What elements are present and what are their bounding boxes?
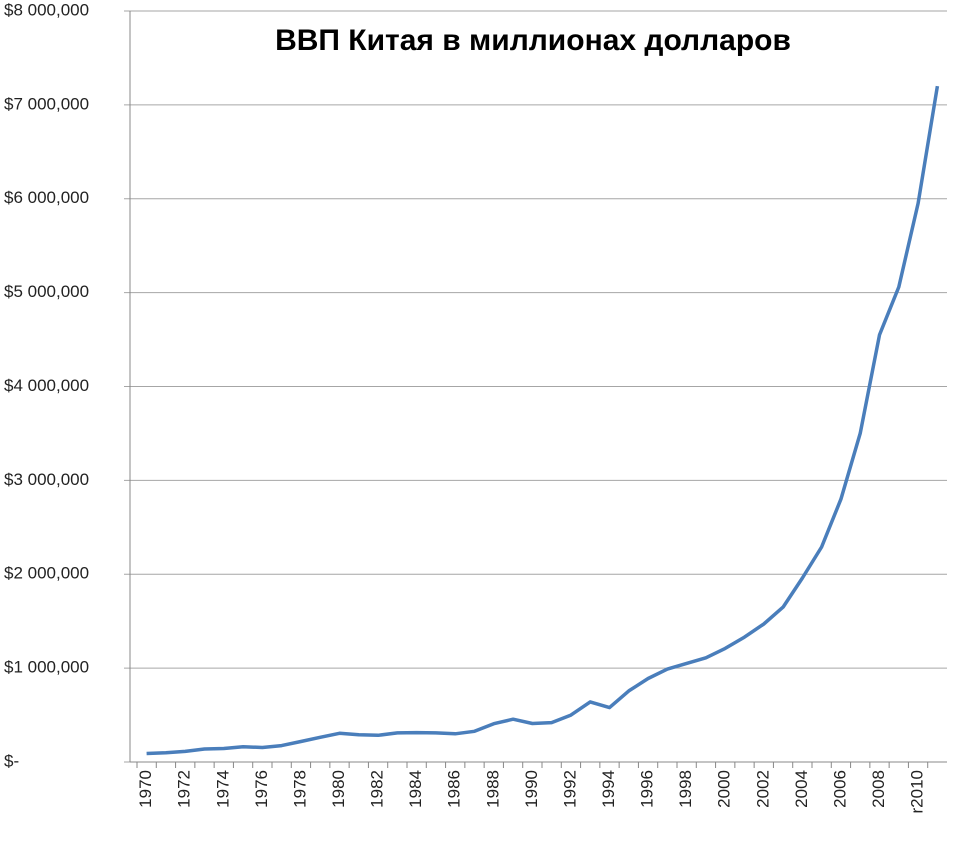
x-tick-label: 2002: [753, 770, 772, 808]
y-tick-label: $8 000,000: [4, 0, 89, 19]
x-tick-label: 1984: [406, 770, 425, 808]
y-tick-label: $4 000,000: [4, 376, 89, 395]
x-tick-label: 1982: [368, 770, 387, 808]
y-tick-label: $3 000,000: [4, 470, 89, 489]
x-tick-label: 1986: [445, 770, 464, 808]
x-tick-label: 2000: [715, 770, 734, 808]
x-tick-label: 1980: [329, 770, 348, 808]
y-tick-label: $-: [4, 751, 19, 770]
x-tick-label: 2006: [830, 770, 849, 808]
x-tick-label: 1996: [638, 770, 657, 808]
x-tick-label: 1990: [522, 770, 541, 808]
x-tick-label: 1994: [599, 770, 618, 808]
chart-title: ВВП Китая в миллионах долларов: [275, 24, 791, 57]
x-tick-label: 2004: [792, 770, 811, 808]
x-tick-label: 1978: [290, 770, 309, 808]
y-tick-label: $2 000,000: [4, 564, 89, 583]
x-tick-label: 1974: [213, 770, 232, 808]
y-tick-label: $5 000,000: [4, 282, 89, 301]
y-tick-label: $1 000,000: [4, 658, 89, 677]
y-tick-label: $6 000,000: [4, 188, 89, 207]
x-tick-label: 1988: [483, 770, 502, 808]
x-tick-label: r2010: [908, 770, 927, 813]
x-tick-label: 1970: [136, 770, 155, 808]
line-series: [146, 85, 940, 756]
y-tick-label: $7 000,000: [4, 94, 89, 113]
x-tick-label: 1998: [676, 770, 695, 808]
x-tick-label: 1992: [560, 770, 579, 808]
x-tick-label: 1972: [175, 770, 194, 808]
x-tick-label: 2008: [869, 770, 888, 808]
x-tick-label: 1976: [252, 770, 271, 808]
